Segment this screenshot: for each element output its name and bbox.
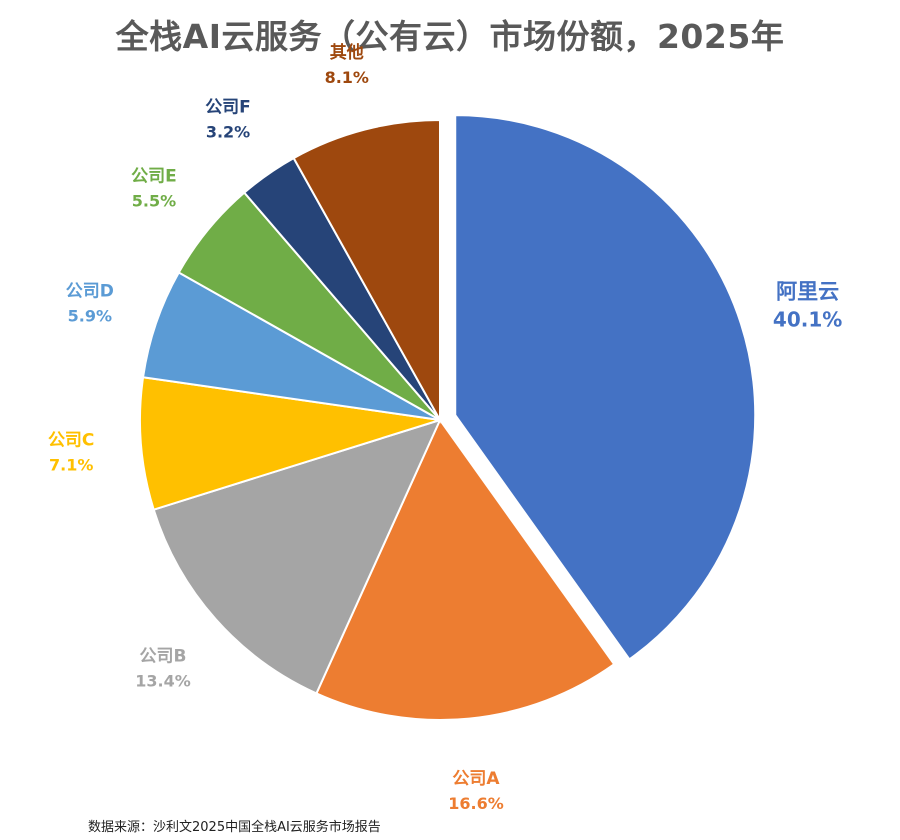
slice-name-label-1: 公司A <box>452 769 500 789</box>
slice-value-label-6: 3.2% <box>206 123 250 142</box>
data-source-note: 数据来源：沙利文2025中国全栈AI云服务市场报告 <box>88 820 381 835</box>
slice-value-label-1: 16.6% <box>448 794 504 813</box>
slice-value-label-2: 13.4% <box>135 671 191 690</box>
slice-name-label-0: 阿里云 <box>776 279 839 303</box>
pie-slice-3 <box>139 376 441 511</box>
slice-name-label-2: 公司B <box>140 646 187 666</box>
chart-title: 全栈AI云服务（公有云）市场份额，2025年 <box>115 17 785 56</box>
slice-name-label-3: 公司C <box>48 431 94 451</box>
slice-value-label-4: 5.9% <box>68 307 112 326</box>
slice-name-label-4: 公司D <box>66 282 114 302</box>
slice-value-label-3: 7.1% <box>49 456 93 475</box>
pie-slices <box>139 114 757 721</box>
pie-slice-7 <box>292 118 441 424</box>
slice-name-label-6: 公司F <box>205 98 251 118</box>
pie-slice-2 <box>152 418 442 695</box>
pie-slice-1 <box>315 418 616 721</box>
slice-name-label-7: 其他 <box>330 42 364 63</box>
slice-value-label-0: 40.1% <box>773 307 842 331</box>
slice-value-label-7: 8.1% <box>325 68 369 87</box>
slice-value-label-5: 5.5% <box>132 191 176 210</box>
slice-name-label-5: 公司E <box>131 166 177 186</box>
pie-slice-0 <box>454 114 757 661</box>
pie-labels: 阿里云 40.1% 公司A 16.6% 公司B 13.4% 公司C 7.1% 公司D 5.9% 公司… <box>48 42 842 813</box>
